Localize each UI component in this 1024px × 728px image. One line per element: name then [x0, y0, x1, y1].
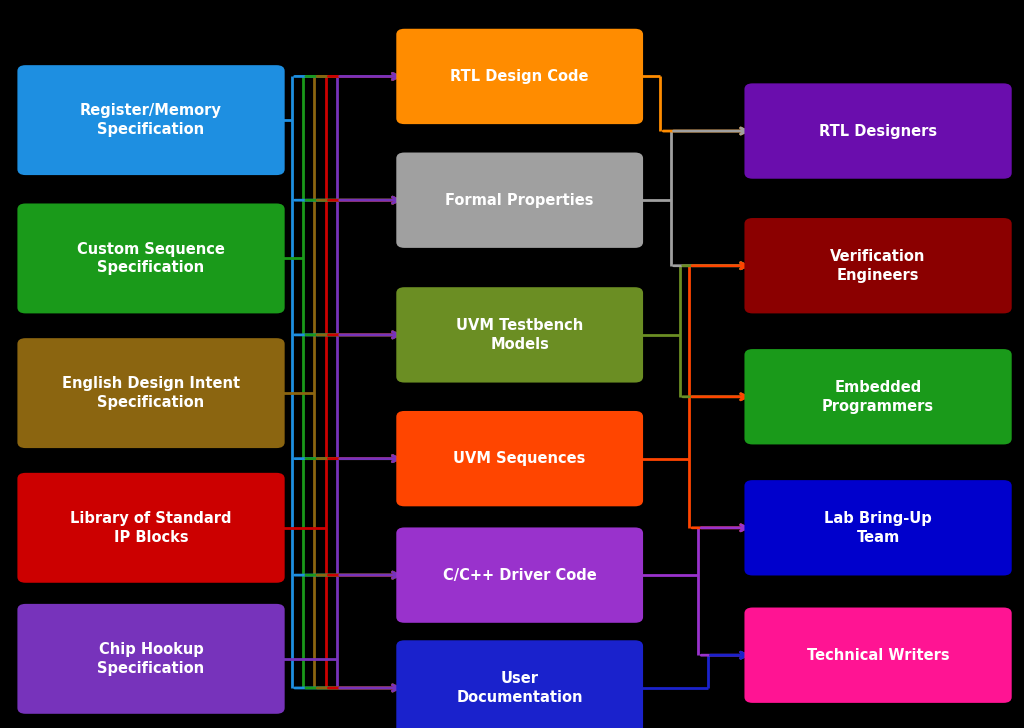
Text: User
Documentation: User Documentation: [457, 671, 583, 705]
FancyBboxPatch shape: [396, 411, 643, 507]
Text: Formal Properties: Formal Properties: [445, 193, 594, 207]
FancyBboxPatch shape: [744, 83, 1012, 179]
Text: Embedded
Programmers: Embedded Programmers: [822, 380, 934, 414]
Text: RTL Designers: RTL Designers: [819, 124, 937, 138]
Text: UVM Testbench
Models: UVM Testbench Models: [456, 318, 584, 352]
Text: UVM Sequences: UVM Sequences: [454, 451, 586, 466]
Text: RTL Design Code: RTL Design Code: [451, 69, 589, 84]
FancyBboxPatch shape: [744, 607, 1012, 703]
FancyBboxPatch shape: [17, 338, 285, 448]
FancyBboxPatch shape: [396, 152, 643, 248]
Text: Custom Sequence
Specification: Custom Sequence Specification: [77, 242, 225, 275]
Text: Lab Bring-Up
Team: Lab Bring-Up Team: [824, 511, 932, 545]
FancyBboxPatch shape: [396, 527, 643, 622]
Text: Register/Memory
Specification: Register/Memory Specification: [80, 103, 222, 137]
FancyBboxPatch shape: [396, 28, 643, 124]
Text: English Design Intent
Specification: English Design Intent Specification: [62, 376, 240, 410]
FancyBboxPatch shape: [744, 218, 1012, 313]
Text: Verification
Engineers: Verification Engineers: [830, 249, 926, 282]
Text: Library of Standard
IP Blocks: Library of Standard IP Blocks: [71, 511, 231, 545]
FancyBboxPatch shape: [17, 66, 285, 175]
FancyBboxPatch shape: [396, 641, 643, 728]
Text: C/C++ Driver Code: C/C++ Driver Code: [442, 568, 597, 582]
FancyBboxPatch shape: [17, 604, 285, 713]
Text: Technical Writers: Technical Writers: [807, 648, 949, 662]
FancyBboxPatch shape: [17, 473, 285, 582]
FancyBboxPatch shape: [744, 480, 1012, 575]
FancyBboxPatch shape: [17, 203, 285, 313]
Text: Chip Hookup
Specification: Chip Hookup Specification: [97, 642, 205, 676]
FancyBboxPatch shape: [744, 349, 1012, 444]
FancyBboxPatch shape: [396, 287, 643, 382]
